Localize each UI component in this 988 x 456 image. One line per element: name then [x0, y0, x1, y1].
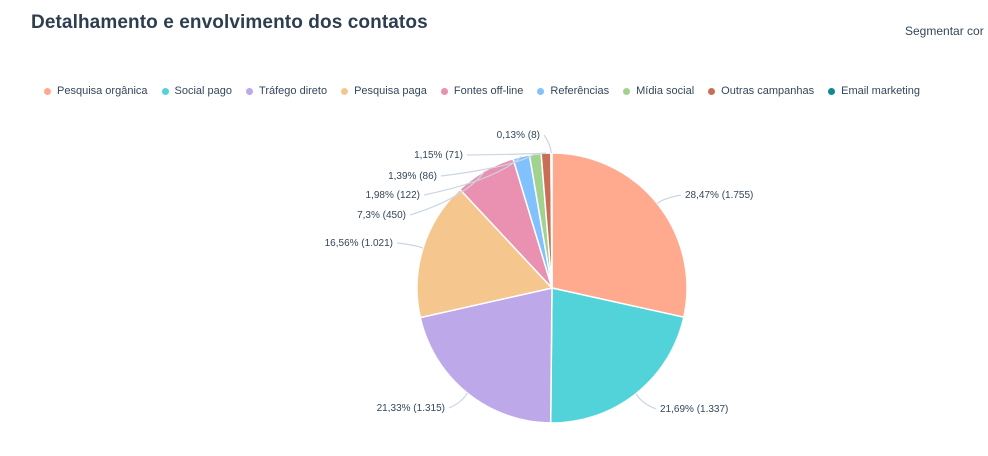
pie-slice[interactable]	[549, 287, 685, 424]
slice-data-label: 21,69% (1.337)	[660, 404, 728, 415]
legend-label: Outras campanhas	[721, 85, 815, 97]
legend-item[interactable]: Mídia social	[623, 85, 694, 97]
slice-data-label: 0,13% (8)	[497, 130, 540, 141]
legend-item[interactable]: Social pago	[161, 85, 233, 97]
legend-label: Social pago	[174, 85, 233, 97]
legend-swatch	[44, 87, 51, 95]
slice-data-label: 1,15% (71)	[414, 150, 463, 161]
legend-item[interactable]: Tráfego direto	[246, 85, 327, 97]
slice-data-label: 1,98% (122)	[366, 190, 420, 201]
label-leader-line	[543, 134, 553, 154]
legend-swatch	[161, 87, 169, 95]
legend-item[interactable]: Email marketing	[828, 85, 920, 97]
label-leader-line	[396, 242, 424, 249]
label-leader-line	[656, 194, 682, 204]
chart-legend: Pesquisa orgânica Social pago Tráfego dire…	[44, 85, 934, 97]
legend-swatch	[708, 87, 716, 95]
legend-label: Pesquisa paga	[354, 85, 427, 97]
label-leader-line	[635, 393, 657, 410]
legend-label: Mídia social	[636, 85, 695, 97]
legend-item[interactable]: Outras campanhas	[708, 85, 814, 97]
pie-slice[interactable]	[551, 152, 688, 319]
label-leader-line	[466, 152, 547, 156]
chart-title: Detalhamento e envolvimento dos contatos	[31, 12, 428, 33]
legend-swatch	[537, 87, 545, 95]
legend-item[interactable]: Pesquisa paga	[341, 85, 427, 97]
slice-data-label: 1,39% (86)	[388, 171, 437, 182]
legend-label: Fontes off-line	[453, 85, 524, 97]
legend-label: Tráfego direto	[259, 85, 328, 97]
legend-swatch	[341, 87, 349, 95]
label-leader-line	[409, 170, 486, 216]
label-leader-line	[448, 392, 468, 409]
legend-item[interactable]: Referências	[537, 85, 609, 97]
slice-data-label: 21,33% (1.315)	[377, 403, 445, 414]
segment-by-link[interactable]: Segmentar cor	[905, 24, 984, 38]
legend-label: Referências	[550, 85, 610, 97]
legend-swatch	[246, 87, 254, 95]
legend-item[interactable]: Pesquisa orgânica	[44, 85, 148, 97]
slice-data-label: 7,3% (450)	[357, 210, 406, 221]
slice-data-label: 28,47% (1.755)	[685, 190, 753, 201]
label-leader-line	[440, 153, 536, 177]
legend-label: Email marketing	[841, 85, 920, 97]
legend-label: Pesquisa orgânica	[57, 85, 148, 97]
legend-swatch	[440, 87, 448, 95]
legend-item[interactable]: Fontes off-line	[440, 85, 524, 97]
legend-swatch	[623, 87, 631, 95]
legend-swatch	[828, 87, 836, 95]
label-leader-line	[423, 156, 522, 196]
slice-data-label: 16,56% (1.021)	[325, 238, 393, 249]
pie-slice[interactable]	[419, 287, 553, 424]
